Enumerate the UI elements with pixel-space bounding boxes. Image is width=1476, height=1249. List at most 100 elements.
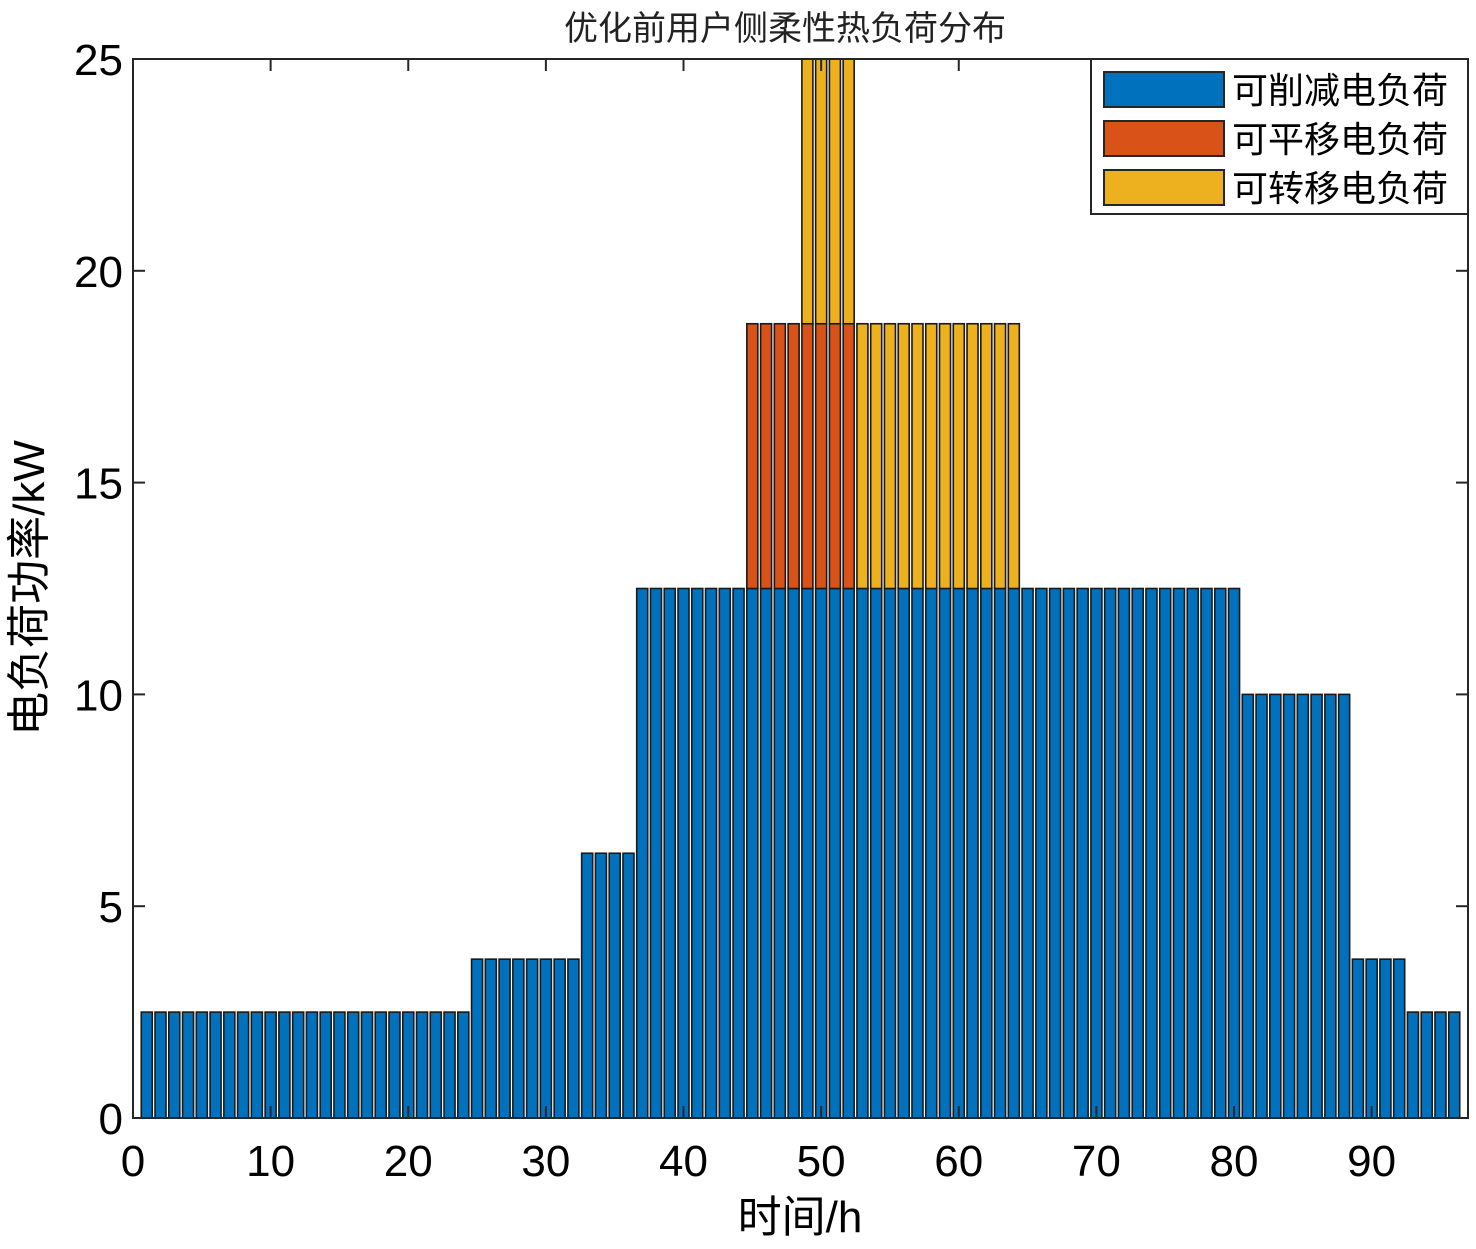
bar-curtailable-66 <box>1035 587 1048 1119</box>
bar-curtailable-40 <box>677 587 690 1119</box>
bar-shiftable-50 <box>814 322 828 590</box>
bar-curtailable-30 <box>539 958 553 1119</box>
x-tick-label: 0 <box>121 1137 145 1186</box>
legend-swatch-shiftable <box>1103 120 1225 157</box>
bar-transferable-50 <box>814 58 828 325</box>
bar-curtailable-87 <box>1324 693 1337 1119</box>
bar-curtailable-21 <box>415 1011 429 1119</box>
bar-curtailable-3 <box>167 1011 181 1119</box>
bar-curtailable-67 <box>1048 587 1062 1119</box>
bar-curtailable-49 <box>801 587 814 1119</box>
bar-curtailable-39 <box>663 587 677 1119</box>
bar-curtailable-31 <box>553 958 566 1119</box>
bar-curtailable-36 <box>622 852 635 1119</box>
bar-curtailable-20 <box>401 1011 415 1119</box>
bar-curtailable-35 <box>608 852 622 1119</box>
ticks-layer: 0 10 20 30 40 50 60 70 80 90 0 5 10 15 20 25 <box>74 36 1468 1186</box>
bar-curtailable-5 <box>195 1011 209 1119</box>
bar-transferable-64 <box>1007 322 1021 590</box>
bar-curtailable-81 <box>1241 693 1255 1119</box>
bar-curtailable-56 <box>897 587 911 1119</box>
bar-transferable-49 <box>801 58 814 325</box>
bar-transferable-61 <box>966 322 979 590</box>
y-tick-label: 20 <box>74 248 123 297</box>
bar-curtailable-77 <box>1186 587 1200 1119</box>
bar-shiftable-49 <box>801 322 814 590</box>
x-tick-label: 80 <box>1210 1137 1259 1186</box>
bar-curtailable-76 <box>1172 587 1186 1119</box>
bar-curtailable-68 <box>1062 587 1076 1119</box>
bar-curtailable-51 <box>828 587 842 1119</box>
bar-curtailable-80 <box>1227 587 1241 1119</box>
bar-curtailable-94 <box>1420 1011 1434 1119</box>
x-tick-label: 90 <box>1347 1137 1396 1186</box>
bar-transferable-55 <box>883 322 897 590</box>
bar-curtailable-11 <box>278 1011 291 1119</box>
x-tick-label: 50 <box>797 1137 846 1186</box>
bar-curtailable-58 <box>924 587 938 1119</box>
bar-curtailable-28 <box>512 958 525 1119</box>
chart-title: 优化前用户侧柔性热负荷分布 <box>564 9 1006 49</box>
x-axis-label: 时间/h <box>738 1193 863 1242</box>
bar-curtailable-82 <box>1255 693 1268 1119</box>
bar-shiftable-48 <box>787 322 800 590</box>
bar-curtailable-78 <box>1200 587 1213 1119</box>
bar-curtailable-74 <box>1145 587 1158 1119</box>
x-tick-label: 20 <box>384 1137 433 1186</box>
bar-curtailable-37 <box>635 587 649 1119</box>
legend-label-curtailable: 可削减电负荷 <box>1232 71 1448 112</box>
bar-shiftable-52 <box>842 322 855 590</box>
bar-curtailable-92 <box>1392 958 1406 1119</box>
bar-curtailable-61 <box>966 587 979 1119</box>
bar-curtailable-45 <box>746 587 759 1119</box>
bar-curtailable-25 <box>470 958 484 1119</box>
bar-curtailable-63 <box>993 587 1007 1119</box>
bar-curtailable-90 <box>1365 958 1378 1119</box>
bar-curtailable-19 <box>388 1011 401 1119</box>
bar-transferable-53 <box>856 322 869 590</box>
bar-curtailable-55 <box>883 587 897 1119</box>
y-tick-label: 5 <box>99 883 123 932</box>
y-tick-label: 10 <box>74 671 123 720</box>
bar-curtailable-70 <box>1090 587 1103 1119</box>
bar-curtailable-32 <box>567 958 580 1119</box>
y-tick-label: 15 <box>74 460 123 509</box>
bar-curtailable-33 <box>580 852 594 1119</box>
bar-curtailable-75 <box>1158 587 1172 1119</box>
bar-curtailable-54 <box>869 587 883 1119</box>
x-tick-label: 70 <box>1072 1137 1121 1186</box>
y-tick-label: 0 <box>99 1095 123 1144</box>
bar-curtailable-86 <box>1310 693 1323 1119</box>
bar-curtailable-73 <box>1131 587 1144 1119</box>
legend-label-transferable: 可转移电负荷 <box>1232 169 1448 210</box>
bar-curtailable-96 <box>1447 1011 1461 1119</box>
bar-curtailable-15 <box>333 1011 346 1119</box>
bar-transferable-63 <box>993 322 1007 590</box>
bar-transferable-58 <box>924 322 938 590</box>
legend-swatch-transferable <box>1103 169 1225 206</box>
bar-curtailable-53 <box>856 587 869 1119</box>
bar-transferable-54 <box>869 322 883 590</box>
bar-transferable-60 <box>952 322 966 590</box>
bar-curtailable-48 <box>787 587 800 1119</box>
bar-curtailable-10 <box>264 1011 277 1119</box>
bar-curtailable-85 <box>1296 693 1310 1119</box>
bar-curtailable-4 <box>181 1011 195 1119</box>
bar-curtailable-23 <box>443 1011 456 1119</box>
bar-curtailable-42 <box>704 587 718 1119</box>
bar-curtailable-38 <box>649 587 663 1119</box>
bar-curtailable-22 <box>429 1011 443 1119</box>
bar-curtailable-60 <box>952 587 966 1119</box>
bar-shiftable-51 <box>828 322 842 590</box>
y-axis-label: 电负荷功率/kW <box>5 440 54 736</box>
bar-shiftable-45 <box>746 322 759 590</box>
bar-curtailable-24 <box>456 1011 470 1119</box>
bar-curtailable-72 <box>1117 587 1131 1119</box>
bar-curtailable-43 <box>718 587 732 1119</box>
bar-transferable-59 <box>938 322 952 590</box>
bar-curtailable-29 <box>525 958 539 1119</box>
bar-transferable-51 <box>828 58 842 325</box>
bar-transferable-52 <box>842 58 855 325</box>
bar-curtailable-44 <box>732 587 745 1119</box>
